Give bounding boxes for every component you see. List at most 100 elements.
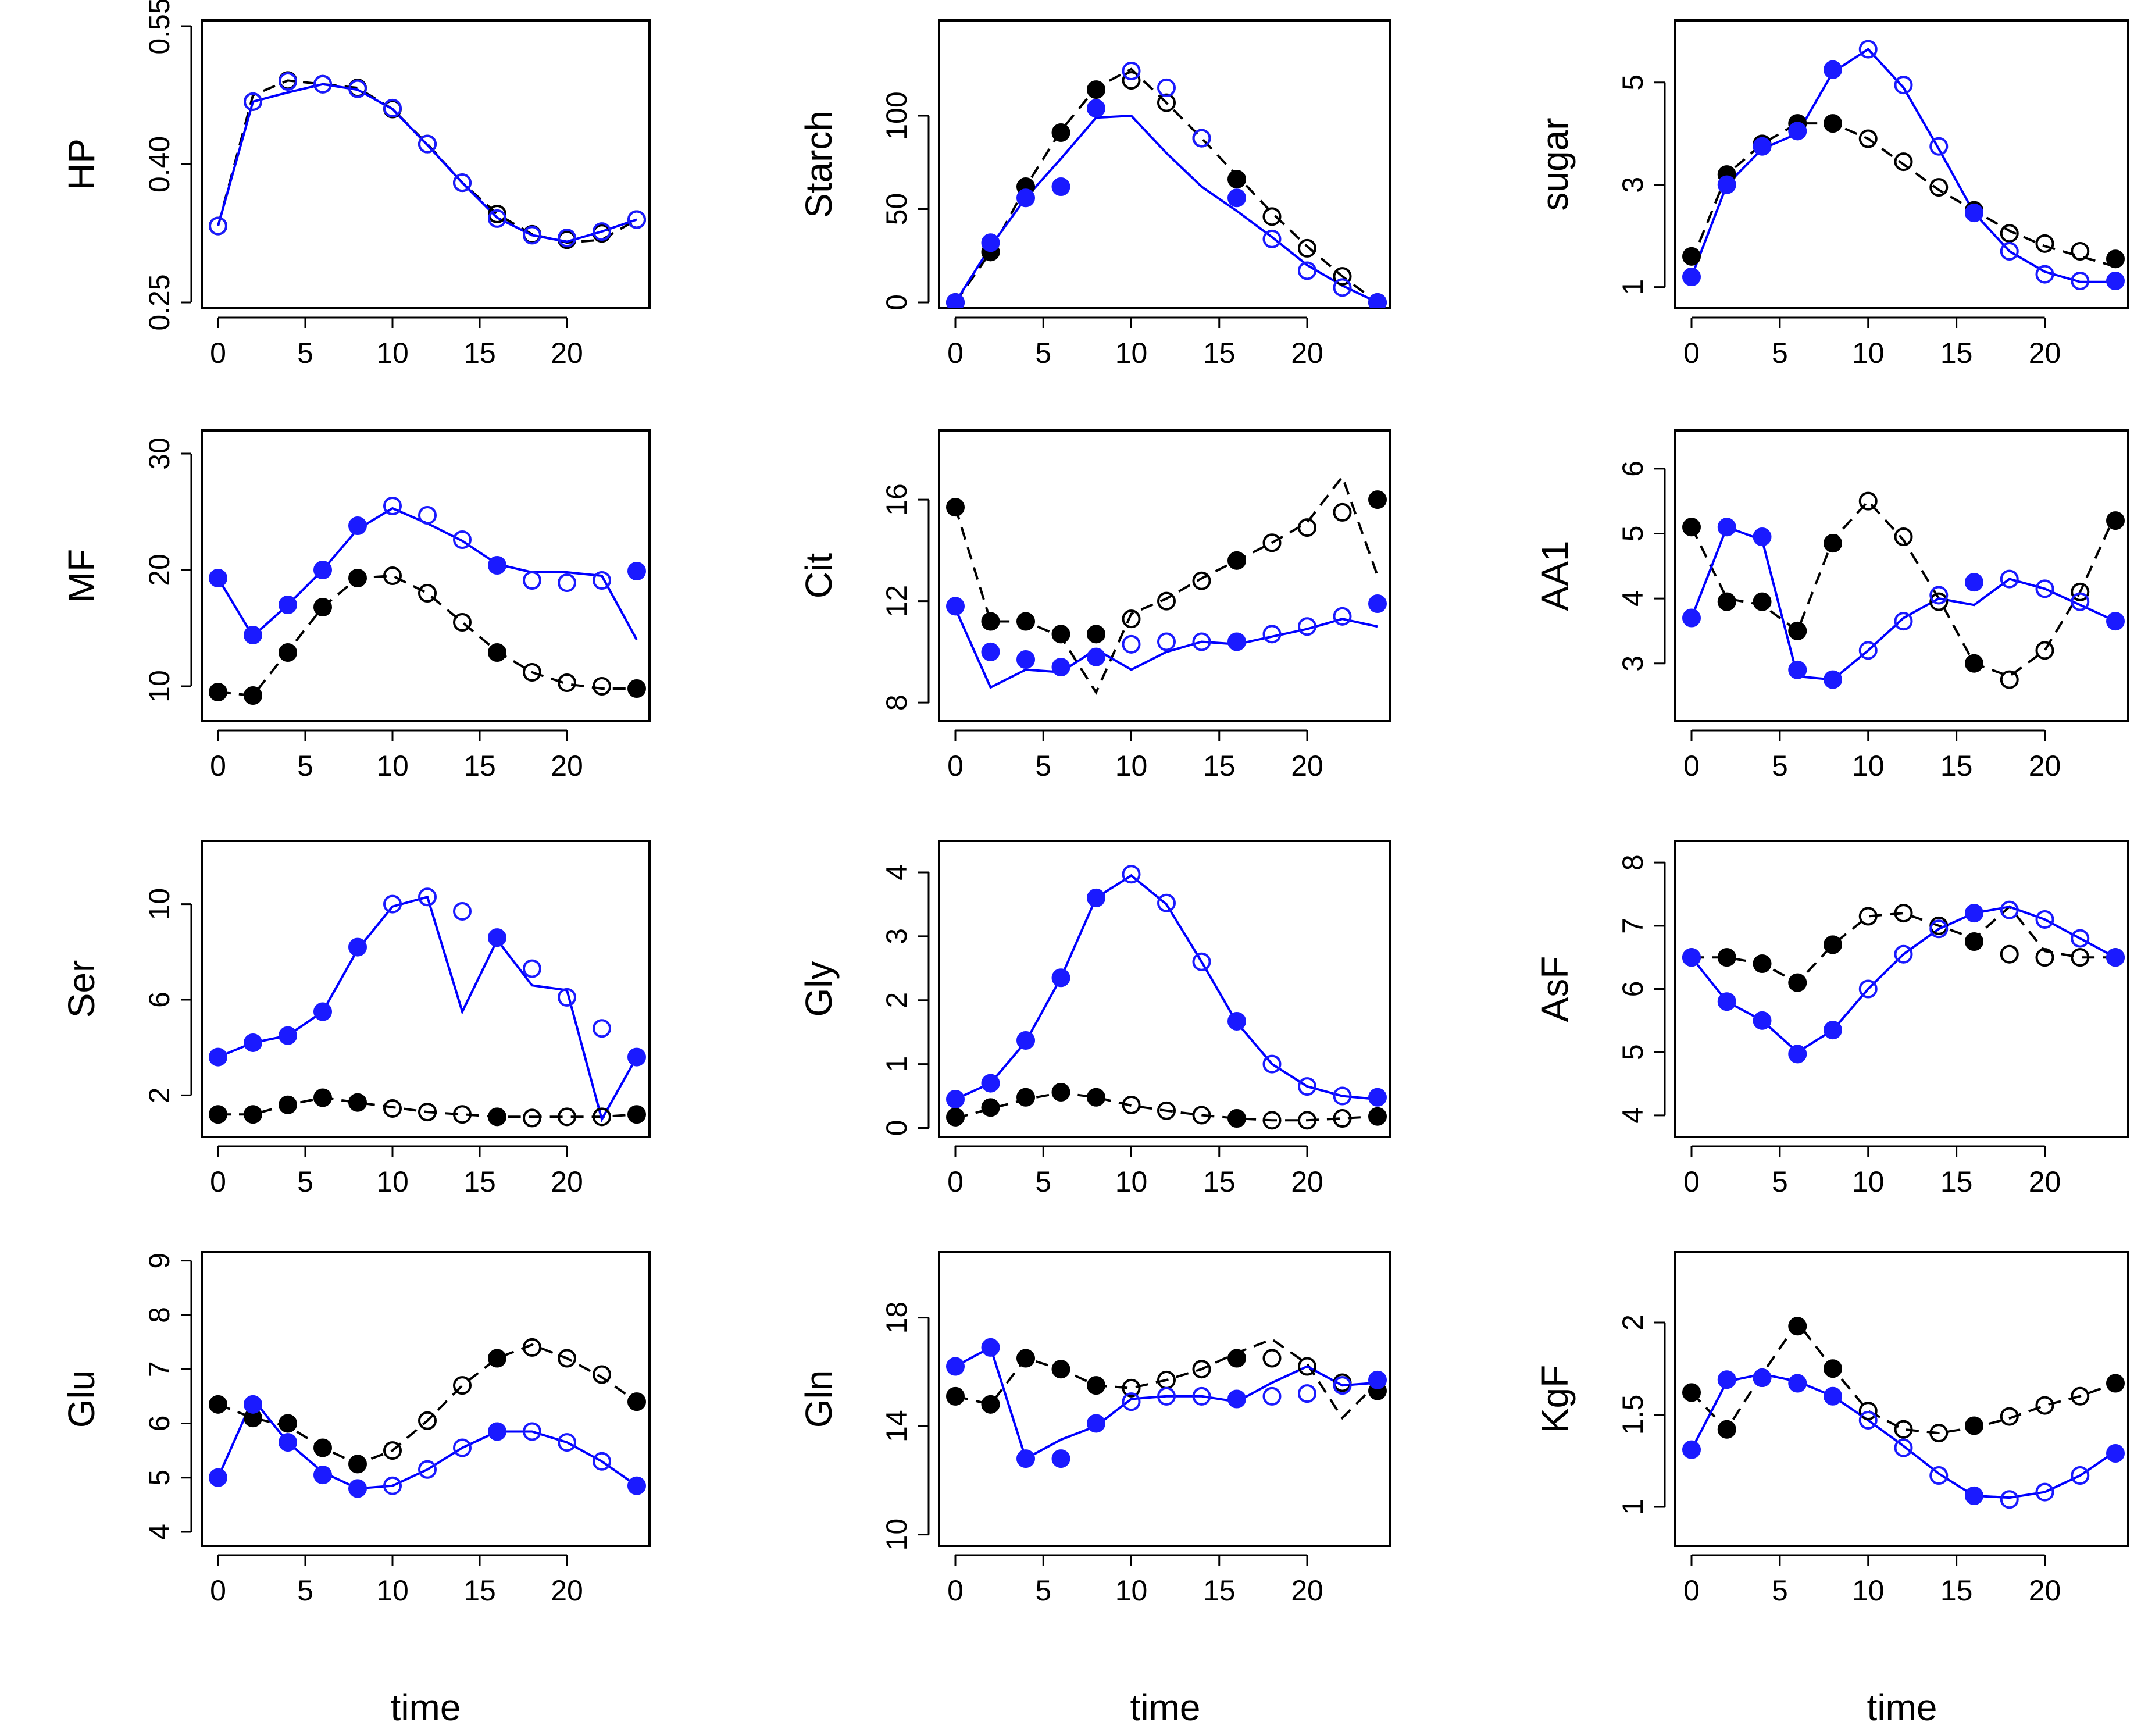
point-blue <box>1333 278 1352 297</box>
point-blue <box>1858 641 1878 660</box>
x-tick-label: 15 <box>463 1574 496 1607</box>
point-blue <box>1858 1410 1878 1430</box>
y-axis-label: Ser <box>60 960 102 1018</box>
y-tick-label: 1.5 <box>1617 1395 1649 1435</box>
x-tick-label: 15 <box>1203 1165 1236 1198</box>
point-blue <box>1016 1449 1035 1468</box>
x-tick-label: 0 <box>947 1165 964 1198</box>
y-tick-label: 6 <box>1617 461 1649 477</box>
y-tick-label: 10 <box>143 888 176 921</box>
y-tick-label: 5 <box>143 1470 176 1486</box>
point-blue <box>593 1019 611 1038</box>
point-blue <box>1087 99 1105 118</box>
point-blue <box>1298 1384 1316 1403</box>
point-black <box>453 1376 472 1395</box>
point-blue <box>558 229 576 248</box>
y-axis: 4 5 6 7 8 9 <box>143 1253 192 1540</box>
series-line-black <box>217 79 638 244</box>
point-blue <box>1227 1011 1246 1031</box>
x-tick-label: 15 <box>1940 1165 1973 1198</box>
point-black <box>2035 641 2054 660</box>
y-tick-label: 2 <box>143 1087 176 1103</box>
point-blue <box>1192 952 1211 971</box>
point-blue <box>1262 229 1282 248</box>
point-blue <box>1192 1386 1211 1406</box>
point-black <box>2106 249 2125 269</box>
y-tick-label: 12 <box>880 585 913 618</box>
point-blue <box>1753 527 1772 547</box>
point-black <box>1192 1360 1211 1379</box>
point-blue <box>593 222 611 241</box>
x-tick-label: 5 <box>1035 1574 1051 1607</box>
y-axis-label: Gly <box>798 961 840 1017</box>
point-black <box>1788 973 1807 992</box>
y-tick-label: 2 <box>880 992 913 1008</box>
series-line-black <box>1690 122 2116 268</box>
point-black <box>488 643 506 662</box>
x-axis-label-col2: time <box>1130 1687 1201 1728</box>
point-blue <box>2035 265 2054 284</box>
point-blue <box>383 894 402 914</box>
point-black <box>627 679 646 698</box>
point-black <box>1965 932 1983 951</box>
point-black <box>1858 491 1878 511</box>
point-blue <box>1788 660 1807 679</box>
x-tick-label: 5 <box>297 1165 313 1198</box>
x-tick-label: 20 <box>1291 750 1323 782</box>
point-blue <box>1051 177 1070 197</box>
point-black <box>1227 551 1246 570</box>
plot-area <box>209 497 646 705</box>
y-tick-label: 3 <box>1617 177 1649 193</box>
y-tick-label: 7 <box>143 1361 176 1377</box>
y-tick-label: 6 <box>1617 981 1649 997</box>
y-tick-label: 8 <box>1617 854 1649 871</box>
y-axis-label: Glu <box>60 1370 102 1428</box>
point-black <box>2035 948 2054 967</box>
point-blue <box>627 1047 646 1067</box>
point-blue <box>981 233 1000 252</box>
plot-frame <box>201 1251 651 1547</box>
plot-area <box>209 71 646 249</box>
point-blue <box>383 98 402 117</box>
y-tick-label: 5 <box>1617 74 1649 91</box>
y-tick-label: 0 <box>880 294 913 311</box>
point-blue <box>981 1338 1000 1357</box>
point-black <box>383 566 402 585</box>
point-blue <box>593 1452 611 1471</box>
y-axis: 10 20 30 <box>143 437 192 703</box>
point-black <box>1157 591 1176 611</box>
point-black <box>1858 1402 1878 1421</box>
point-black <box>558 673 576 692</box>
point-blue <box>1965 204 1983 223</box>
point-blue <box>488 556 506 575</box>
point-black <box>2106 511 2125 530</box>
y-tick-label: 8 <box>880 694 913 711</box>
point-black <box>1717 1420 1736 1439</box>
point-black <box>313 598 332 616</box>
x-tick-label: 10 <box>376 337 409 369</box>
x-tick-label: 15 <box>1940 1574 1973 1607</box>
point-blue <box>981 1074 1000 1093</box>
panel-sugar: 0 5 10 15 20 1 3 5 sugar <box>1534 19 2129 369</box>
x-tick-label: 15 <box>1203 750 1236 782</box>
point-black <box>488 1349 506 1368</box>
plot-area <box>1682 900 2125 1064</box>
point-blue <box>523 959 541 978</box>
y-tick-label: 50 <box>880 193 913 226</box>
point-blue <box>1929 919 1949 939</box>
x-tick-label: 10 <box>1852 1574 1885 1607</box>
point-black <box>1333 267 1352 286</box>
point-black <box>1016 1349 1035 1368</box>
point-black <box>1894 152 1913 172</box>
point-black <box>1717 592 1736 611</box>
x-tick-label: 10 <box>376 750 409 782</box>
y-axis: 11.52 <box>1617 1314 1666 1515</box>
y-axis: 8 12 16 <box>880 483 930 711</box>
point-black <box>453 1105 472 1124</box>
point-blue <box>1682 1440 1701 1459</box>
x-tick-label: 0 <box>947 337 964 369</box>
point-black <box>1192 1106 1211 1125</box>
point-blue <box>1262 625 1282 644</box>
x-tick-label: 20 <box>1291 1165 1323 1198</box>
